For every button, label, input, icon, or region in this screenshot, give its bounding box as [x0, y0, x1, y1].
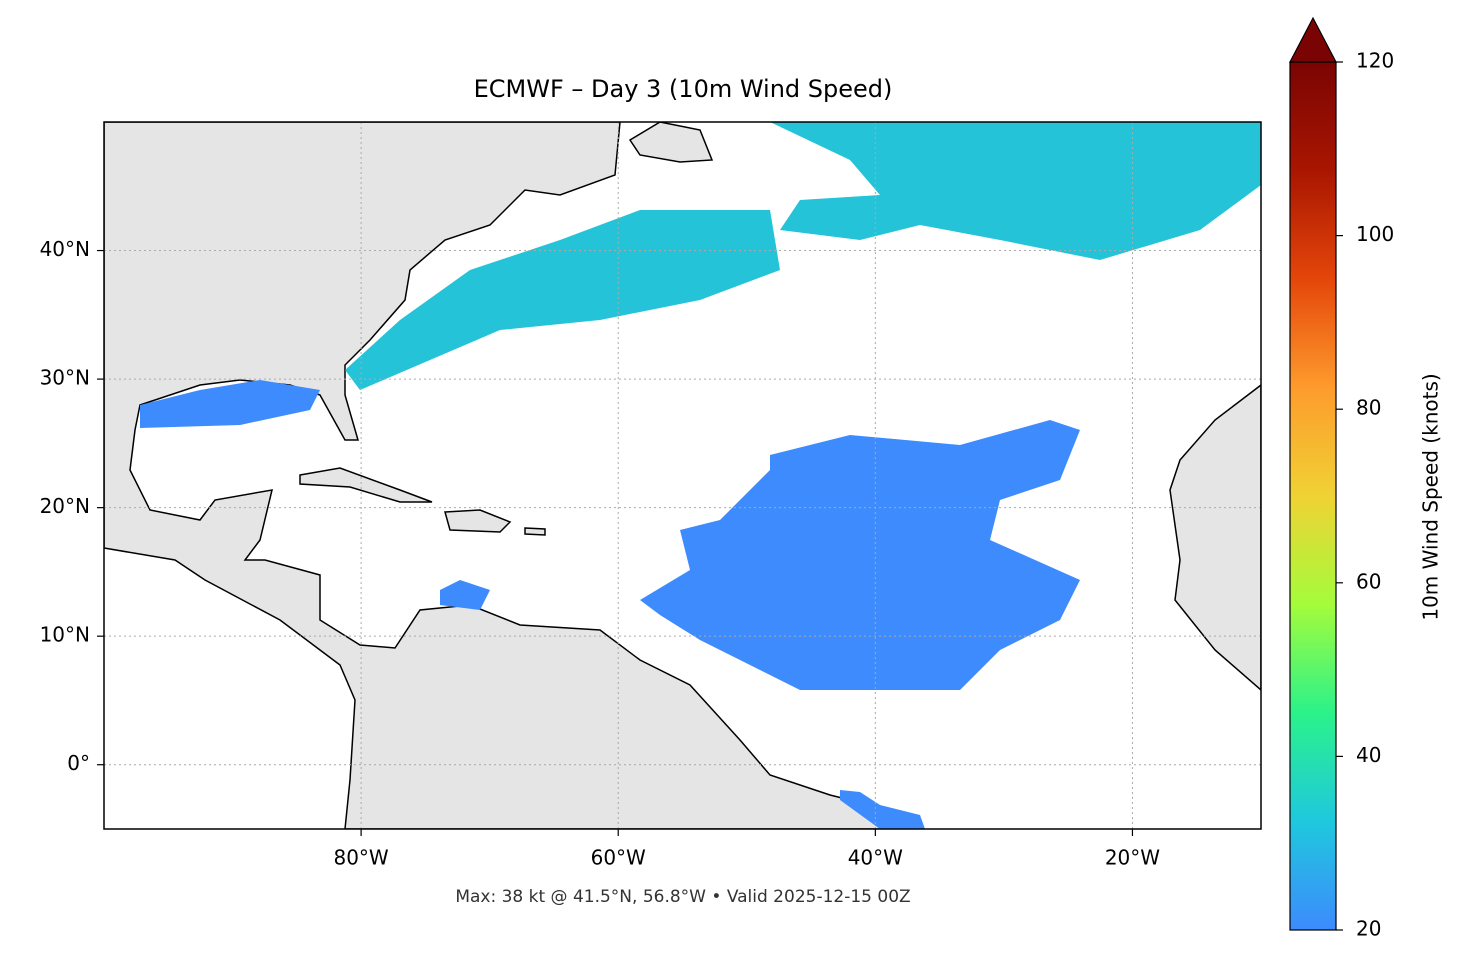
x-tick-label: 40°W: [848, 846, 903, 870]
map-note: Max: 38 kt @ 41.5°N, 56.8°W • Valid 2025…: [455, 887, 910, 907]
wind-equatorial: [840, 790, 925, 829]
y-tick-label: 0°: [67, 751, 90, 775]
map-title: ECMWF – Day 3 (10m Wind Speed): [474, 75, 893, 103]
wind-north-atlantic: [770, 122, 1261, 260]
y-tick-label: 40°N: [40, 237, 90, 261]
colorbar-tick-label: 100: [1356, 222, 1394, 246]
colorbar-tick-label: 20: [1356, 917, 1381, 941]
colorbar-tick-label: 40: [1356, 743, 1381, 767]
x-tick-label: 20°W: [1105, 846, 1160, 870]
newfoundland: [628, 122, 714, 163]
colorbar: [1289, 61, 1337, 931]
colorbar-tick-label: 60: [1356, 569, 1381, 593]
x-tick-label: 60°W: [591, 846, 646, 870]
x-tick-label: 80°W: [333, 846, 388, 870]
wind-gulf-of-mexico: [140, 380, 320, 428]
wind-caribbean: [440, 580, 490, 610]
wind-trade-winds: [640, 420, 1080, 690]
americas: [104, 122, 922, 829]
colorbar-extension: [1289, 16, 1337, 63]
wind-gulf-stream: [345, 210, 780, 390]
y-tick-label: 20°N: [40, 494, 90, 518]
hispaniola: [444, 509, 512, 533]
africa: [1169, 384, 1261, 691]
colorbar-tick-label: 80: [1356, 396, 1381, 420]
y-tick-label: 30°N: [40, 366, 90, 390]
colorbar-label: 10m Wind Speed (knots): [1419, 373, 1443, 620]
map-area: [104, 122, 1261, 829]
puerto-rico: [524, 527, 546, 536]
y-tick-label: 10°N: [40, 623, 90, 647]
plot-frame: [103, 121, 1262, 830]
cuba: [299, 467, 433, 503]
colorbar-tick-label: 120: [1356, 49, 1394, 73]
